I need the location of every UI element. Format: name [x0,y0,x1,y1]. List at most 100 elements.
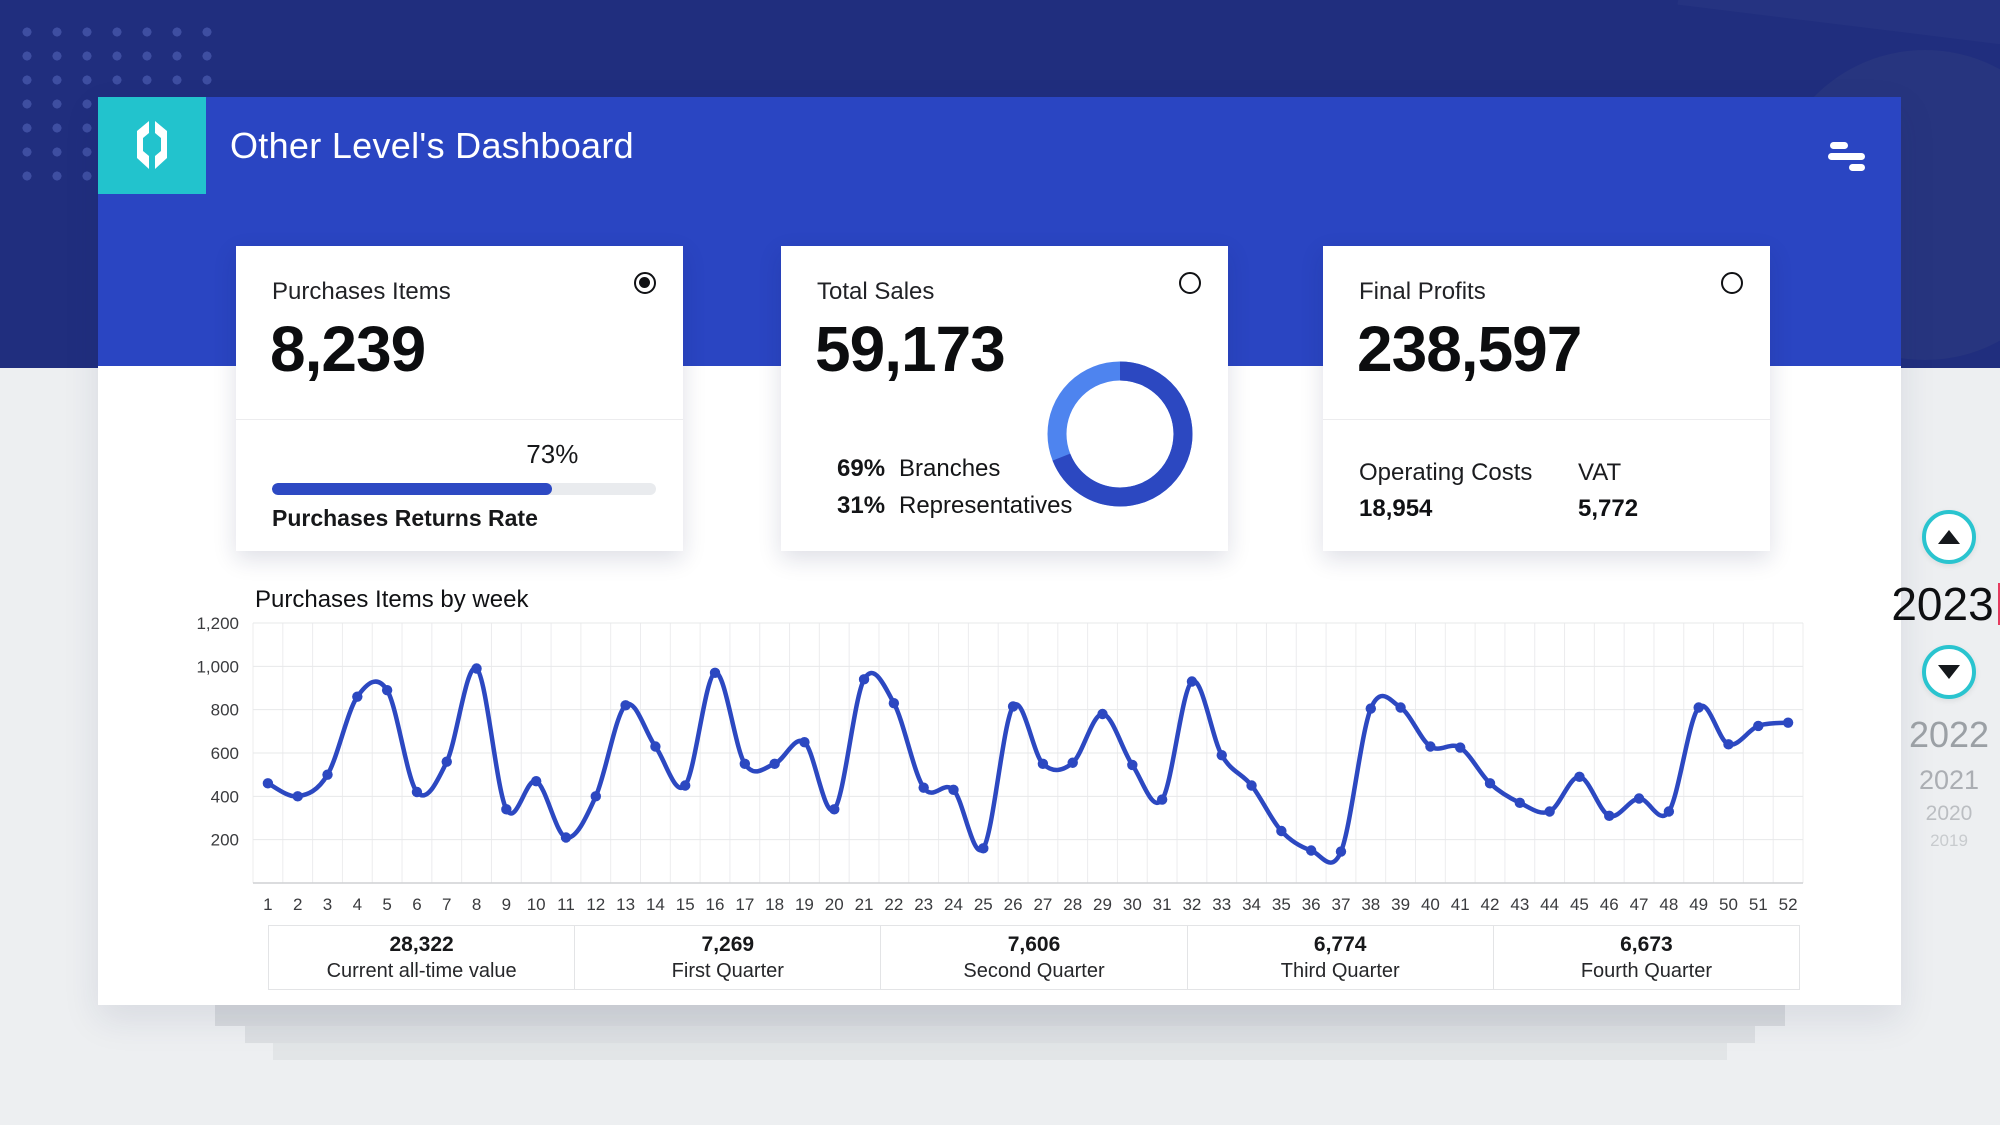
svg-text:15: 15 [676,895,695,914]
card-divider [1323,419,1770,420]
progress-bar-track [272,483,656,495]
svg-text:29: 29 [1093,895,1112,914]
year-item-2020[interactable]: 2020 [1925,802,1973,826]
card-total-sales: Total Sales 59,173 69% Branches 31% Represe… [781,246,1228,551]
svg-text:9: 9 [502,895,511,914]
svg-text:50: 50 [1719,895,1738,914]
card-divider [236,419,683,420]
svg-text:47: 47 [1630,895,1649,914]
svg-text:1,000: 1,000 [196,657,239,676]
svg-text:12: 12 [586,895,605,914]
svg-text:21: 21 [855,895,874,914]
other-level-logo-icon [137,120,167,169]
svg-text:41: 41 [1451,895,1470,914]
svg-text:14: 14 [646,895,665,914]
stacked-sheet-3 [273,1043,1727,1060]
radio-button-total-sales[interactable] [1179,272,1201,294]
summary-label: Second Quarter [963,959,1105,982]
year-selected[interactable]: 2023 [1891,577,2000,631]
svg-text:6: 6 [412,895,421,914]
svg-text:1: 1 [263,895,272,914]
summary-cell: 7,269 First Quarter [575,926,882,989]
menu-icon[interactable] [1828,142,1884,171]
svg-text:11: 11 [557,895,575,914]
svg-text:51: 51 [1749,895,1768,914]
summary-label: First Quarter [671,959,784,982]
svg-text:42: 42 [1481,895,1500,914]
app-logo [98,97,206,194]
svg-text:400: 400 [211,787,239,806]
svg-text:27: 27 [1033,895,1052,914]
svg-text:32: 32 [1182,895,1201,914]
svg-text:200: 200 [211,831,239,850]
svg-text:38: 38 [1361,895,1380,914]
arrow-down-icon [1938,665,1960,679]
progress-bar-title: Purchases Returns Rate [272,505,538,531]
svg-text:800: 800 [211,701,239,720]
svg-text:19: 19 [795,895,814,914]
svg-text:44: 44 [1540,895,1559,914]
year-selected-label: 2023 [1891,578,1994,630]
stat-value: 5,772 [1578,495,1639,522]
card-value: 59,173 [815,313,1006,385]
arrow-up-icon [1938,530,1960,544]
svg-text:8: 8 [472,895,481,914]
radio-button-final-profits[interactable] [1721,272,1743,294]
stat-label: VAT [1578,459,1622,486]
svg-text:36: 36 [1302,895,1321,914]
card-purchases-items: Purchases Items 8,239 73% Purchases Retu… [236,246,683,551]
svg-text:33: 33 [1212,895,1231,914]
svg-text:18: 18 [765,895,784,914]
legend-row: 31% Representatives [837,492,1073,519]
card-title: Total Sales [817,278,935,305]
summary-value: 7,606 [1007,932,1061,956]
svg-text:43: 43 [1510,895,1529,914]
year-item-2019[interactable]: 2019 [1930,830,1968,850]
card-value: 8,239 [270,313,426,385]
summary-cell: 28,322 Current all-time value [269,926,576,989]
year-item-2022[interactable]: 2022 [1908,714,1990,755]
svg-text:31: 31 [1153,895,1172,914]
progress-bar-fill [272,483,553,495]
card-value: 238,597 [1357,313,1582,385]
summary-cell: 6,673 Fourth Quarter [1494,926,1799,989]
weekly-line-chart: 200 400 600 800 1,000 1,200 1 2 3 4 5 6 7 8 9 10 11 12 13 1… [175,614,1815,915]
summary-label: Current all-time value [326,959,517,982]
svg-text:16: 16 [706,895,725,914]
svg-text:2: 2 [293,895,302,914]
radio-button-purchases-items[interactable] [634,272,656,294]
svg-text:34: 34 [1242,895,1261,914]
svg-text:49: 49 [1689,895,1708,914]
svg-text:48: 48 [1659,895,1678,914]
stat-value: 18,954 [1359,495,1433,522]
svg-text:600: 600 [211,744,239,763]
svg-text:28: 28 [1063,895,1082,914]
sales-donut-chart [1040,354,1200,514]
svg-text:4: 4 [353,895,362,914]
year-item-2021[interactable]: 2021 [1918,765,1980,796]
summary-value: 28,322 [389,932,454,956]
donut-legend: 69% Branches 31% Representatives [837,455,1072,529]
previous-years-list: 2022 2021 2020 2019 [1909,714,1989,850]
legend-row: 69% Branches [837,455,1001,482]
svg-text:25: 25 [974,895,993,914]
summary-value: 6,774 [1313,932,1367,956]
summary-label: Third Quarter [1280,959,1400,982]
svg-text:39: 39 [1391,895,1410,914]
svg-text:30: 30 [1123,895,1142,914]
svg-text:35: 35 [1272,895,1291,914]
stat-label: Operating Costs [1359,459,1533,486]
year-up-button[interactable] [1922,510,1976,564]
summary-value: 7,269 [701,932,755,956]
summary-label: Fourth Quarter [1580,959,1712,982]
year-cursor-marker [1997,583,2000,625]
year-down-button[interactable] [1922,645,1976,699]
svg-text:52: 52 [1779,895,1798,914]
svg-text:40: 40 [1421,895,1440,914]
svg-text:26: 26 [1004,895,1023,914]
svg-text:1,200: 1,200 [196,615,239,633]
svg-text:13: 13 [616,895,635,914]
chart-title: Purchases Items by week [255,586,529,613]
svg-text:17: 17 [735,895,754,914]
summary-cell: 6,774 Third Quarter [1188,926,1494,989]
